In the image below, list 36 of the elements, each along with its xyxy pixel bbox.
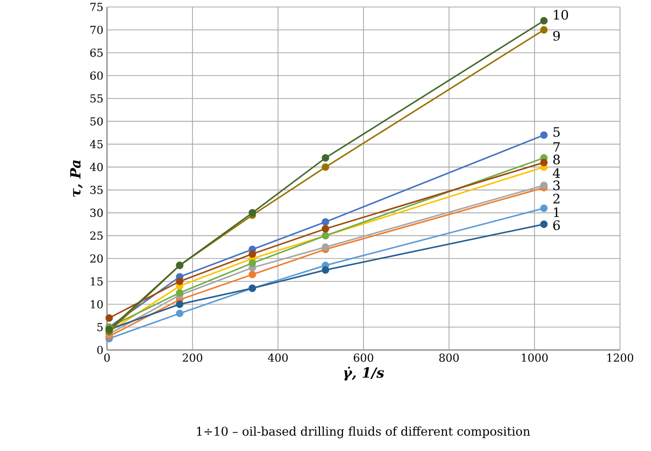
text: 1÷10 – oil-based drilling fluids of different composition	[197, 426, 530, 438]
y-tick-label: 15	[90, 277, 103, 286]
y-tick-label: 30	[90, 208, 103, 217]
y-tick-label: 10	[90, 300, 103, 308]
series-label: 6	[553, 220, 560, 230]
series-label: 7	[554, 142, 560, 152]
y-tick-label: 5	[97, 323, 103, 332]
x-tick-label: 1200	[607, 354, 634, 362]
y-tick-label: 75	[90, 2, 103, 12]
x-tick-label: 1000	[522, 354, 548, 362]
series-label: 9	[553, 30, 560, 41]
series-label: 2	[553, 194, 560, 204]
y-tick-label: 0	[97, 346, 103, 354]
y-axis-title: τ, Pa	[70, 160, 83, 197]
x-tick-label: 0	[104, 354, 110, 362]
series-label: 10	[554, 10, 568, 20]
y-tick-label: 65	[90, 48, 103, 57]
x-axis-title: γ̇, 1/s	[344, 366, 384, 381]
x-tick-label: 200	[182, 354, 202, 362]
x-tick-label: 400	[268, 354, 288, 362]
x-tick-label: 800	[439, 354, 459, 362]
y-tick-label: 35	[90, 186, 103, 194]
series-label: 8	[553, 154, 560, 164]
y-tick-label: 70	[90, 26, 103, 34]
y-tick-label: 25	[90, 232, 103, 240]
series-label: 4	[552, 168, 560, 178]
y-tick-label: 45	[90, 140, 103, 148]
series-label: 1	[554, 207, 559, 218]
y-tick-label: 55	[90, 94, 103, 103]
series-label: 3	[553, 180, 560, 190]
y-tick-label: 50	[90, 117, 103, 126]
y-tick-label: 40	[90, 162, 103, 172]
series-label: 5	[554, 127, 560, 137]
y-tick-label: 20	[90, 254, 103, 263]
x-tick-label: 600	[354, 354, 374, 362]
y-tick-label: 60	[90, 71, 103, 80]
